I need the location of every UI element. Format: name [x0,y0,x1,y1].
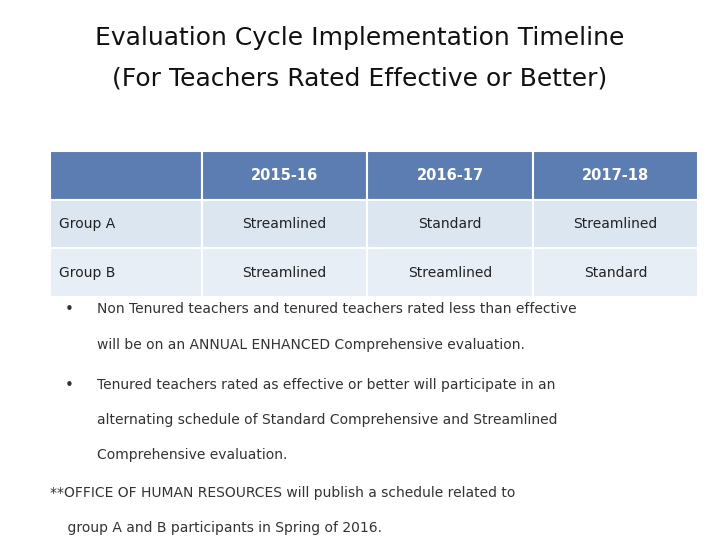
FancyBboxPatch shape [50,200,202,248]
FancyBboxPatch shape [367,200,533,248]
Text: Group A: Group A [59,217,115,231]
Text: •: • [65,302,73,318]
Text: 2015-16: 2015-16 [251,168,318,183]
Text: Evaluation Cycle Implementation Timeline: Evaluation Cycle Implementation Timeline [95,26,625,50]
Text: Tenured teachers rated as effective or better will participate in an: Tenured teachers rated as effective or b… [97,378,556,392]
FancyBboxPatch shape [533,248,698,297]
Text: Comprehensive evaluation.: Comprehensive evaluation. [97,448,287,462]
Text: Streamlined: Streamlined [408,266,492,280]
Text: 2017-18: 2017-18 [582,168,649,183]
Text: will be on an ANNUAL ENHANCED Comprehensive evaluation.: will be on an ANNUAL ENHANCED Comprehens… [97,338,525,352]
FancyBboxPatch shape [202,248,367,297]
FancyBboxPatch shape [533,151,698,200]
Text: (For Teachers Rated Effective or Better): (For Teachers Rated Effective or Better) [112,66,608,90]
Text: Streamlined: Streamlined [242,217,327,231]
FancyBboxPatch shape [50,248,202,297]
Text: •: • [65,378,73,393]
Text: **OFFICE OF HUMAN RESOURCES will publish a schedule related to: **OFFICE OF HUMAN RESOURCES will publish… [50,486,516,500]
Text: Group B: Group B [59,266,115,280]
FancyBboxPatch shape [533,200,698,248]
Text: group A and B participants in Spring of 2016.: group A and B participants in Spring of … [50,521,382,535]
Text: Standard: Standard [584,266,647,280]
Text: alternating schedule of Standard Comprehensive and Streamlined: alternating schedule of Standard Compreh… [97,413,558,427]
Text: Streamlined: Streamlined [242,266,327,280]
Text: Non Tenured teachers and tenured teachers rated less than effective: Non Tenured teachers and tenured teacher… [97,302,577,316]
FancyBboxPatch shape [367,248,533,297]
Text: 2016-17: 2016-17 [416,168,484,183]
FancyBboxPatch shape [202,151,367,200]
FancyBboxPatch shape [50,151,202,200]
Text: Standard: Standard [418,217,482,231]
Text: Streamlined: Streamlined [573,217,658,231]
FancyBboxPatch shape [202,200,367,248]
FancyBboxPatch shape [367,151,533,200]
